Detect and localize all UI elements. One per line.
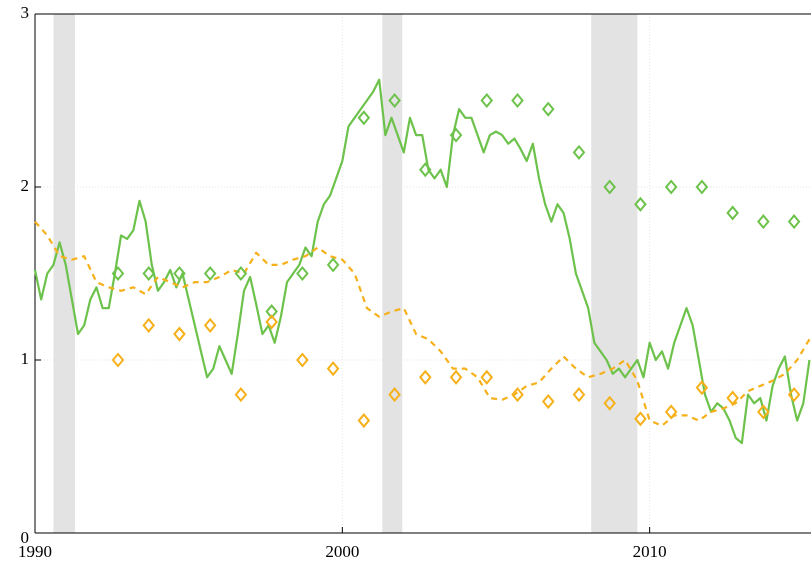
diamond-marker xyxy=(634,196,647,212)
diamond-marker xyxy=(603,179,617,195)
diamond-marker xyxy=(603,395,617,411)
line xyxy=(33,78,811,445)
x-tick-label: 1990 xyxy=(18,542,52,561)
diamond-marker xyxy=(388,92,401,109)
diamond-marker xyxy=(265,314,278,330)
diamond-marker xyxy=(511,92,524,109)
diamond-marker xyxy=(449,369,463,385)
diamond-marker xyxy=(787,214,801,230)
diamond-marker xyxy=(142,265,156,282)
diamond-marker xyxy=(480,92,494,109)
x-tick-label: 2010 xyxy=(633,542,667,561)
diamond-marker xyxy=(726,205,739,221)
x-tick-label: 2000 xyxy=(325,542,359,561)
diamond-marker xyxy=(234,265,248,282)
diamond-marker xyxy=(572,387,586,403)
diamond-marker xyxy=(541,393,555,410)
shaded-region xyxy=(382,14,403,533)
diamond-marker xyxy=(388,387,401,403)
diamond-marker xyxy=(695,179,709,195)
diamond-marker xyxy=(234,387,248,403)
diamond-marker xyxy=(265,303,278,320)
diamond-marker xyxy=(296,352,309,368)
diamond-marker xyxy=(726,390,739,406)
diamond-marker xyxy=(173,326,186,342)
diamond-marker xyxy=(664,179,678,195)
diamond-marker xyxy=(449,127,463,143)
line xyxy=(34,220,811,427)
diamond-marker xyxy=(664,404,678,420)
diamond-marker xyxy=(203,265,217,282)
diamond-marker xyxy=(695,380,709,396)
diamond-marker xyxy=(326,257,340,273)
diamond-marker xyxy=(111,352,125,368)
diamond-marker xyxy=(357,412,371,429)
y-tick-label: 3 xyxy=(21,3,30,22)
shaded-region xyxy=(53,14,75,533)
diamond-marker xyxy=(541,101,555,117)
y-tick-label: 0 xyxy=(21,528,30,547)
diamond-marker xyxy=(757,214,770,230)
diamond-marker xyxy=(572,144,586,160)
y-tick-label: 1 xyxy=(21,349,30,368)
diamond-marker xyxy=(419,162,432,178)
diamond-marker xyxy=(296,265,309,282)
diamond-marker xyxy=(111,265,125,282)
diamond-marker xyxy=(142,317,156,333)
diamond-marker xyxy=(357,110,371,126)
diamond-marker xyxy=(511,387,524,403)
diamond-marker xyxy=(173,265,186,282)
diamond-marker xyxy=(203,317,217,333)
diamond-marker xyxy=(326,361,340,377)
diamond-marker xyxy=(419,369,432,385)
diamond-marker xyxy=(634,411,647,427)
diamond-marker xyxy=(757,404,770,420)
y-tick-label: 2 xyxy=(21,176,30,195)
shaded-region xyxy=(591,14,638,533)
diamond-marker xyxy=(787,387,801,403)
diamond-marker xyxy=(480,369,494,385)
